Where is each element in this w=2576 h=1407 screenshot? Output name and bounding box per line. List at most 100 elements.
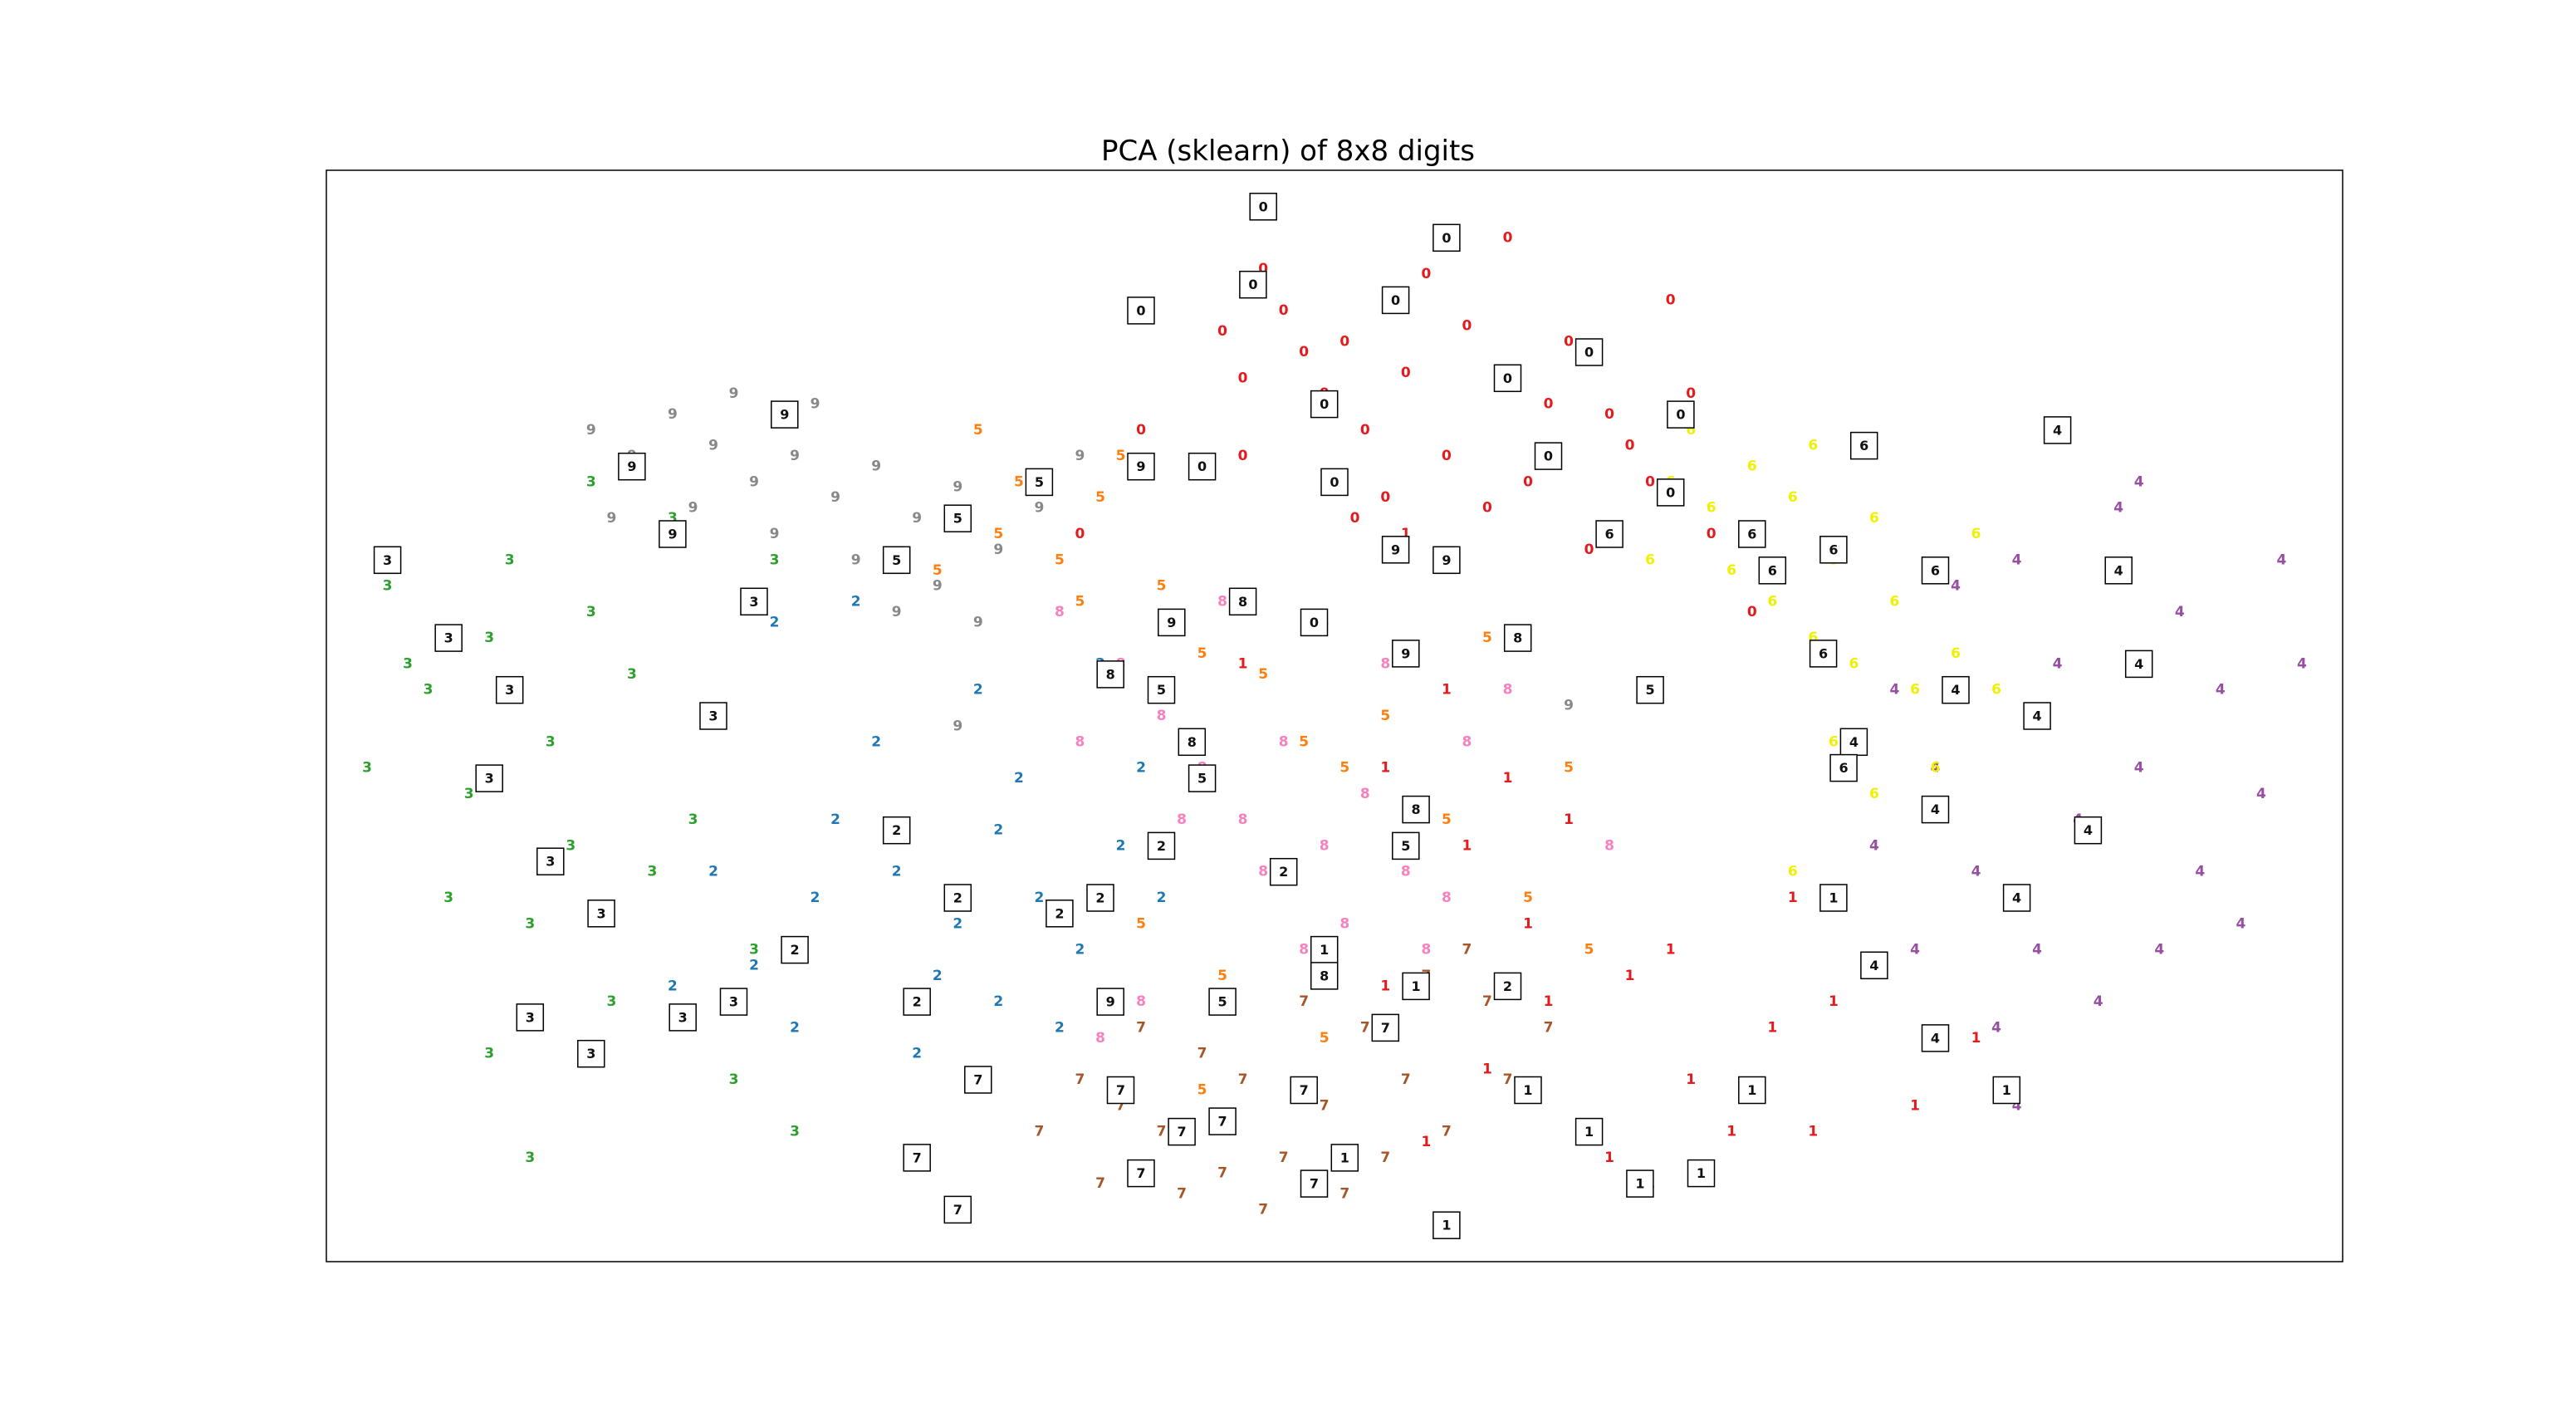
digit-thumbnail-9: 9	[659, 520, 687, 548]
thumbnail-digit: 9	[780, 407, 789, 423]
point-digit-1: 1	[1442, 682, 1452, 699]
thumbnail-digit: 1	[1412, 978, 1421, 994]
point-digit-7: 7	[1034, 1124, 1044, 1140]
point-digit-3: 3	[627, 666, 637, 683]
thumbnail-box	[1269, 857, 1298, 886]
point-digit-8: 8	[1339, 915, 1349, 932]
point-digit-9: 9	[770, 526, 780, 542]
point-digit-6: 6	[1869, 510, 1879, 527]
thumbnail-digit: 7	[1136, 1165, 1145, 1181]
thumbnail-box	[1942, 675, 1970, 704]
digit-thumbnail-2: 2	[1493, 972, 1522, 1001]
point-digit-7: 7	[1157, 1124, 1167, 1140]
digit-thumbnail-0: 0	[1432, 223, 1461, 252]
thumbnail-box	[587, 900, 615, 928]
digit-thumbnail-8: 8	[1096, 660, 1124, 689]
thumbnail-digit: 4	[2012, 890, 2021, 906]
thumbnail-box	[1147, 675, 1176, 704]
digit-thumbnail-7: 7	[1300, 1169, 1329, 1198]
digit-thumbnail-4: 4	[2043, 416, 2072, 444]
digit-thumbnail-1: 1	[1402, 972, 1430, 1001]
digit-thumbnail-3: 3	[587, 900, 615, 928]
thumbnail-box	[2104, 556, 2133, 585]
digit-thumbnail-0: 0	[1493, 364, 1522, 393]
thumbnail-digit: 3	[505, 682, 514, 698]
point-digit-5: 5	[1380, 708, 1390, 724]
point-digit-2: 2	[1034, 890, 1044, 906]
thumbnail-digit: 1	[1635, 1176, 1644, 1192]
point-digit-3: 3	[362, 760, 372, 777]
point-digit-1: 1	[1503, 770, 1513, 787]
thumbnail-digit: 7	[1218, 1114, 1227, 1130]
thumbnail-box	[771, 400, 799, 429]
point-digit-4: 4	[1971, 864, 1981, 880]
digit-thumbnail-0: 0	[1667, 400, 1695, 429]
digit-thumbnail-3: 3	[668, 1003, 697, 1032]
thumbnail-box	[1127, 1159, 1155, 1188]
digit-thumbnail-4: 4	[1921, 1024, 1950, 1052]
point-digit-5: 5	[1197, 1082, 1207, 1099]
digit-thumbnail-5: 5	[1636, 675, 1664, 704]
point-digit-4: 4	[2175, 604, 2185, 620]
point-digit-1: 1	[1238, 655, 1248, 672]
point-digit-0: 0	[1339, 334, 1349, 351]
thumbnail-digit: 1	[2002, 1082, 2011, 1098]
point-digit-4: 4	[2195, 864, 2205, 880]
point-digit-9: 9	[871, 458, 881, 475]
thumbnail-digit: 1	[1320, 942, 1329, 958]
point-digit-2: 2	[1136, 760, 1146, 777]
thumbnail-digit: 9	[627, 458, 636, 474]
point-digit-6: 6	[1869, 786, 1879, 802]
point-digit-0: 0	[1645, 473, 1655, 490]
point-digit-5: 5	[1055, 552, 1065, 568]
thumbnail-box	[618, 452, 646, 481]
point-digit-6: 6	[1788, 489, 1798, 506]
point-digit-5: 5	[1197, 645, 1207, 662]
thumbnail-box	[1096, 988, 1124, 1016]
thumbnail-box	[1249, 193, 1277, 221]
point-digit-4: 4	[2236, 915, 2245, 932]
point-digit-6: 6	[1747, 458, 1757, 475]
point-digit-4: 4	[2216, 682, 2226, 699]
point-digit-2: 2	[708, 864, 718, 880]
point-digit-9: 9	[933, 578, 943, 595]
thumbnail-digit: 3	[749, 594, 758, 610]
thumbnail-box	[1046, 900, 1074, 928]
thumbnail-box	[1158, 608, 1186, 637]
digit-thumbnail-7: 7	[1106, 1076, 1135, 1105]
point-digit-3: 3	[770, 552, 780, 568]
point-digit-6: 6	[1726, 562, 1736, 579]
point-digit-8: 8	[1503, 682, 1513, 699]
point-digit-7: 7	[1075, 1071, 1085, 1088]
point-digit-8: 8	[1401, 864, 1411, 880]
thumbnail-digit: 6	[1747, 527, 1756, 542]
point-digit-2: 2	[749, 957, 759, 973]
point-digit-4: 4	[1910, 942, 1920, 958]
thumbnail-box	[1839, 728, 1868, 757]
point-digit-2: 2	[871, 733, 881, 750]
digit-thumbnail-9: 9	[1392, 640, 1420, 668]
thumbnail-digit: 0	[1584, 345, 1594, 360]
digit-thumbnail-7: 7	[943, 1195, 972, 1224]
thumbnail-digit: 0	[1503, 370, 1512, 386]
point-digit-3: 3	[525, 915, 535, 932]
thumbnail-box	[1320, 468, 1349, 497]
thumbnail-box	[536, 847, 565, 875]
point-digit-9: 9	[708, 438, 718, 454]
point-digit-9: 9	[688, 500, 698, 517]
thumbnail-box	[373, 546, 402, 575]
point-digit-0: 0	[1350, 510, 1360, 527]
thumbnail-digit: 0	[1320, 396, 1329, 412]
thumbnail-box	[1809, 640, 1838, 668]
digit-thumbnail-3: 3	[495, 675, 524, 704]
point-digit-2: 2	[973, 682, 983, 699]
point-digit-0: 0	[1666, 292, 1676, 308]
thumbnail-digit: 6	[1768, 562, 1777, 578]
point-digit-6: 6	[1686, 422, 1696, 439]
digit-thumbnail-4: 4	[1921, 795, 1950, 824]
point-digit-3: 3	[484, 1046, 494, 1062]
point-digit-5: 5	[1523, 890, 1533, 906]
point-digit-0: 0	[1279, 302, 1289, 319]
point-digit-6: 6	[1788, 864, 1798, 880]
